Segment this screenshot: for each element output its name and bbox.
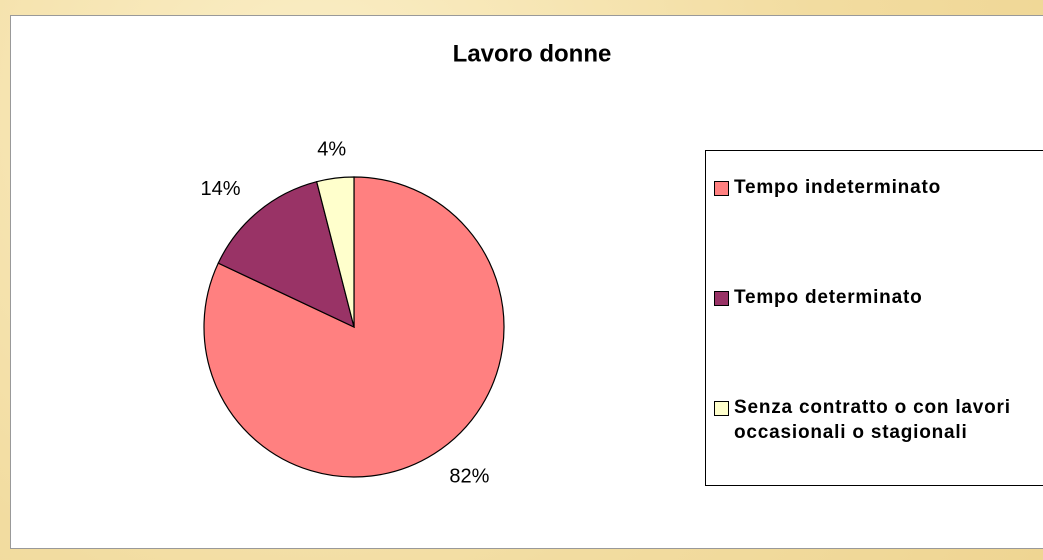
legend-entry: Tempo determinato	[714, 285, 1034, 310]
pie-slice	[217, 180, 355, 329]
legend-swatch	[714, 401, 729, 416]
legend: Tempo indeterminato Tempo determinato Senz…	[705, 150, 1043, 486]
data-label: 14%	[201, 178, 241, 200]
legend-label: Tempo indeterminato	[734, 177, 941, 198]
legend-label: Tempo determinato	[734, 287, 923, 308]
legend-label: Senza contratto o con lavori occasionali…	[734, 397, 1011, 443]
pie-slice	[315, 176, 355, 328]
legend-swatch	[714, 291, 729, 306]
legend-entry: Senza contratto o con lavori occasionali…	[714, 395, 1034, 445]
data-label: 82%	[449, 466, 489, 488]
legend-swatch	[714, 181, 729, 196]
data-label: 4%	[317, 139, 346, 161]
legend-entry: Tempo indeterminato	[714, 175, 1034, 200]
chart-title: Lavoro donne	[453, 40, 612, 67]
